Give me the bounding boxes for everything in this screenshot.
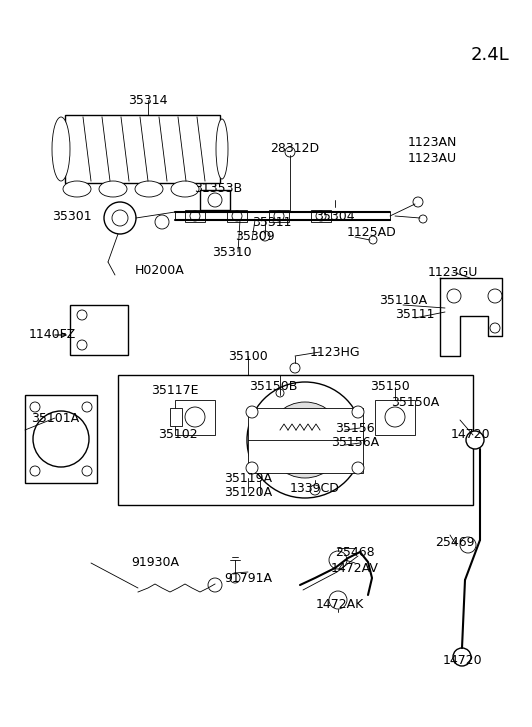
Text: 25469: 25469 — [435, 537, 475, 550]
Text: 1123HG: 1123HG — [310, 345, 360, 358]
Text: 35301: 35301 — [52, 209, 92, 222]
Circle shape — [290, 363, 300, 373]
Text: 35120A: 35120A — [224, 486, 272, 499]
Circle shape — [247, 382, 363, 498]
Circle shape — [190, 211, 200, 221]
Ellipse shape — [216, 119, 228, 179]
Text: 35304: 35304 — [315, 209, 355, 222]
Text: 35150A: 35150A — [391, 395, 439, 409]
Text: 35310: 35310 — [212, 246, 252, 259]
Circle shape — [447, 289, 461, 303]
Circle shape — [260, 231, 270, 241]
Circle shape — [267, 402, 343, 478]
Text: 1472AV: 1472AV — [331, 561, 379, 574]
Text: 35119A: 35119A — [224, 472, 272, 484]
Circle shape — [185, 407, 205, 427]
Bar — [269, 210, 289, 222]
Text: 25468: 25468 — [335, 547, 375, 560]
Text: 14720: 14720 — [450, 428, 490, 441]
Circle shape — [82, 402, 92, 412]
Circle shape — [276, 389, 284, 397]
Ellipse shape — [135, 181, 163, 197]
Circle shape — [274, 211, 284, 221]
Ellipse shape — [171, 181, 199, 197]
Circle shape — [310, 485, 320, 495]
Circle shape — [232, 211, 242, 221]
Bar — [65, 115, 220, 183]
Text: 35102: 35102 — [158, 428, 198, 441]
Bar — [170, 408, 182, 426]
Circle shape — [488, 289, 502, 303]
Ellipse shape — [52, 117, 70, 181]
Text: 28312D: 28312D — [270, 142, 320, 155]
Circle shape — [30, 402, 40, 412]
Text: 35100: 35100 — [228, 350, 268, 363]
Bar — [248, 408, 363, 473]
Text: 91791A: 91791A — [224, 571, 272, 585]
Bar — [227, 210, 247, 222]
Ellipse shape — [99, 181, 127, 197]
Text: 1472AK: 1472AK — [316, 598, 364, 611]
Text: 35117E: 35117E — [151, 384, 199, 396]
Text: 1125AD: 1125AD — [347, 225, 397, 238]
Bar — [175, 400, 215, 435]
Bar — [375, 400, 415, 435]
Text: 91930A: 91930A — [131, 556, 179, 569]
Text: 35309: 35309 — [235, 230, 275, 244]
Text: 35150: 35150 — [370, 380, 410, 393]
Text: 31353B: 31353B — [194, 182, 242, 195]
Text: 35156A: 35156A — [331, 436, 379, 449]
Circle shape — [316, 211, 326, 221]
Polygon shape — [440, 278, 502, 356]
Circle shape — [385, 407, 405, 427]
Circle shape — [466, 431, 484, 449]
Circle shape — [112, 210, 128, 226]
Circle shape — [369, 236, 377, 244]
Circle shape — [285, 147, 295, 157]
Text: 14720: 14720 — [442, 654, 482, 667]
Ellipse shape — [63, 181, 91, 197]
Text: 1123AU: 1123AU — [408, 151, 456, 164]
Bar — [118, 375, 473, 505]
Bar — [200, 190, 230, 210]
Circle shape — [208, 193, 222, 207]
Circle shape — [352, 462, 364, 474]
Circle shape — [33, 411, 89, 467]
Text: 35110A: 35110A — [379, 294, 427, 307]
Text: 1123AN: 1123AN — [408, 137, 456, 150]
Text: 35111: 35111 — [395, 308, 435, 321]
Circle shape — [30, 466, 40, 476]
Circle shape — [246, 462, 258, 474]
Bar — [185, 210, 205, 222]
Bar — [175, 212, 390, 220]
Circle shape — [453, 648, 471, 666]
Text: H0200A: H0200A — [135, 263, 185, 276]
Text: 1140FZ: 1140FZ — [28, 329, 76, 342]
Text: 2.4L: 2.4L — [471, 46, 509, 64]
Circle shape — [490, 323, 500, 333]
Circle shape — [352, 406, 364, 418]
Text: 1123GU: 1123GU — [428, 265, 478, 278]
Circle shape — [419, 215, 427, 223]
Text: 35311: 35311 — [252, 215, 292, 228]
Text: 35156: 35156 — [335, 422, 375, 435]
Circle shape — [246, 406, 258, 418]
Bar — [311, 210, 331, 222]
Text: 1339CD: 1339CD — [290, 481, 340, 494]
Circle shape — [230, 573, 240, 583]
Circle shape — [82, 466, 92, 476]
Bar — [70, 305, 128, 355]
Circle shape — [413, 197, 423, 207]
Bar — [25, 395, 97, 483]
Circle shape — [104, 202, 136, 234]
Text: 35314: 35314 — [128, 94, 168, 106]
Text: 35101A: 35101A — [31, 411, 79, 425]
Text: 35150B: 35150B — [249, 380, 297, 393]
